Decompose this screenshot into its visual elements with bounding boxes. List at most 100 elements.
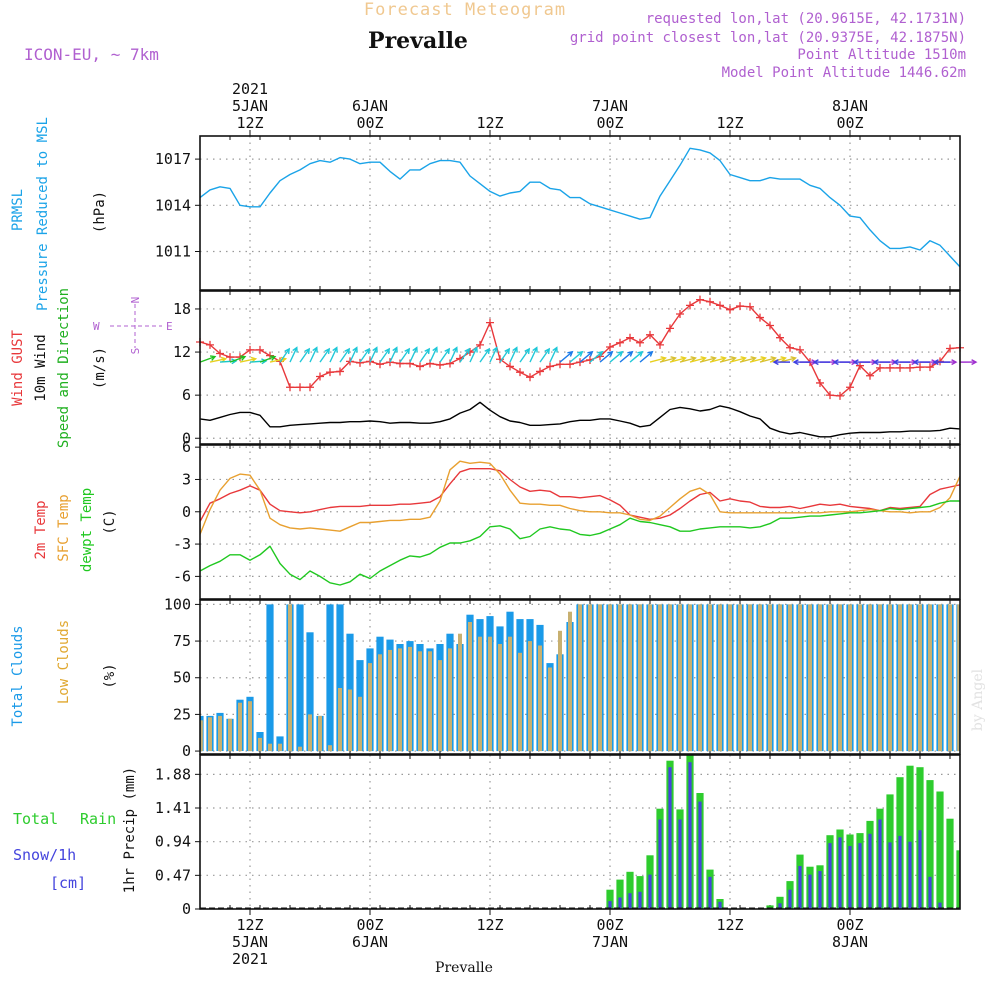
model-label: ICON-EU, ~ 7km: [24, 45, 159, 64]
temperature-panel: [195, 445, 960, 599]
bottom-time-label: 00Z: [836, 916, 863, 934]
snow-bar: [628, 893, 631, 909]
y-tick-label: 6: [182, 386, 191, 404]
low-cloud-bar: [528, 641, 532, 751]
gust-point: [516, 368, 524, 376]
gust-point: [896, 364, 904, 372]
low-cloud-bar: [438, 660, 442, 751]
point-altitude: Point Altitude 1510m: [797, 47, 966, 63]
top-time-label: 2021: [232, 80, 268, 98]
y-tick-label: -3: [173, 535, 191, 553]
snow-bar: [868, 834, 871, 909]
bottom-time-label: 7JAN: [592, 933, 628, 951]
watermark: by Angel: [970, 668, 986, 731]
low-cloud-bar: [538, 646, 542, 752]
low-cloud-bar: [578, 604, 582, 751]
gust-point: [726, 306, 734, 314]
gust-point: [696, 296, 704, 304]
y-tick-label: 75: [173, 632, 191, 650]
gust-point: [436, 361, 444, 369]
low-cloud-bar: [608, 604, 612, 751]
snow-bar: [858, 843, 861, 909]
low-cloud-bar: [718, 604, 722, 751]
compass-n: N: [129, 297, 142, 304]
panel-frame: [200, 445, 960, 599]
top-time-label: 5JAN: [232, 97, 268, 115]
low-cloud-bar: [568, 612, 572, 751]
gust-point: [486, 319, 494, 327]
low-cloud-bar: [448, 648, 452, 751]
low-cloud-bar: [268, 744, 272, 751]
bottom-time-label: 2021: [232, 950, 268, 968]
low-cloud-bar: [618, 604, 622, 751]
gust-point: [706, 298, 714, 306]
low-cloud-bar: [468, 622, 472, 751]
clouds-panel: [195, 600, 960, 754]
low-cloud-bar: [928, 604, 932, 751]
low-cloud-bar: [558, 631, 562, 751]
grid-point-coords: grid point closest lon,lat (20.9375E, 42…: [570, 30, 966, 46]
y-tick-label: 18: [173, 300, 191, 318]
top-time-label: 12Z: [236, 114, 263, 132]
low-cloud-bar: [888, 604, 892, 751]
snow-bar: [898, 836, 901, 909]
gust-point: [736, 302, 744, 310]
low-cloud-bar: [818, 604, 822, 751]
low-cloud-bar: [408, 647, 412, 751]
low-cloud-bar: [628, 604, 632, 751]
y-tick-label: 1017: [155, 150, 191, 168]
total-cloud-bar: [266, 604, 273, 751]
low-cloud-bar: [778, 604, 782, 751]
gust-point: [616, 339, 624, 347]
low-cloud-bar: [398, 648, 402, 751]
low-cloud-bar: [858, 604, 862, 751]
snow-bar: [918, 830, 921, 909]
low-cloud-bar: [428, 651, 432, 751]
top-time-label: 12Z: [476, 114, 503, 132]
y-tick-label: -6: [173, 567, 191, 585]
low-clouds-label: Low Clouds: [56, 620, 72, 704]
wind-direction-label: Speed and Direction: [56, 288, 72, 448]
y-tick-label: 50: [173, 669, 191, 687]
low-cloud-bar: [708, 604, 712, 751]
low-cloud-bar: [898, 604, 902, 751]
pressure-panel: [195, 136, 960, 290]
y-tick-label: 0: [182, 503, 191, 521]
low-cloud-bar: [868, 604, 872, 751]
top-time-label: 7JAN: [592, 97, 628, 115]
footer-location: Prevalle: [435, 960, 493, 976]
series-line-10m-wind: [200, 402, 960, 437]
low-cloud-bar: [308, 714, 312, 751]
low-cloud-bar: [548, 668, 552, 752]
bottom-time-label: 12Z: [716, 916, 743, 934]
location-title: Prevalle: [368, 28, 468, 54]
y-tick-label: 100: [164, 595, 191, 613]
low-cloud-bar: [488, 637, 492, 751]
snow-bar: [688, 762, 691, 909]
low-cloud-bar: [348, 690, 352, 752]
low-cloud-bar: [318, 716, 322, 751]
panel-frame: [200, 291, 960, 444]
low-cloud-bar: [738, 604, 742, 751]
low-cloud-bar: [228, 719, 232, 751]
low-cloud-bar: [418, 651, 422, 751]
low-cloud-bar: [598, 604, 602, 751]
pressure-label-2: Pressure Reduced to MSL: [35, 117, 51, 311]
snow-label: Snow/1h: [13, 846, 76, 864]
snow-bar: [618, 898, 621, 910]
top-time-label: 00Z: [356, 114, 383, 132]
gust-point: [546, 362, 554, 370]
snow-bar: [808, 875, 811, 909]
wind-10m-label: 10m Wind: [33, 334, 49, 401]
panel-frame: [200, 755, 960, 909]
snow-bar: [788, 890, 791, 909]
top-time-label: 00Z: [596, 114, 623, 132]
wind-gust-label: Wind GUST: [10, 330, 26, 406]
low-cloud-bar: [668, 604, 672, 751]
snow-bar: [638, 892, 641, 909]
y-tick-label: 1011: [155, 243, 191, 261]
low-cloud-bar: [698, 604, 702, 751]
low-cloud-bar: [518, 653, 522, 751]
snow-bar: [798, 866, 801, 909]
low-cloud-bar: [808, 604, 812, 751]
